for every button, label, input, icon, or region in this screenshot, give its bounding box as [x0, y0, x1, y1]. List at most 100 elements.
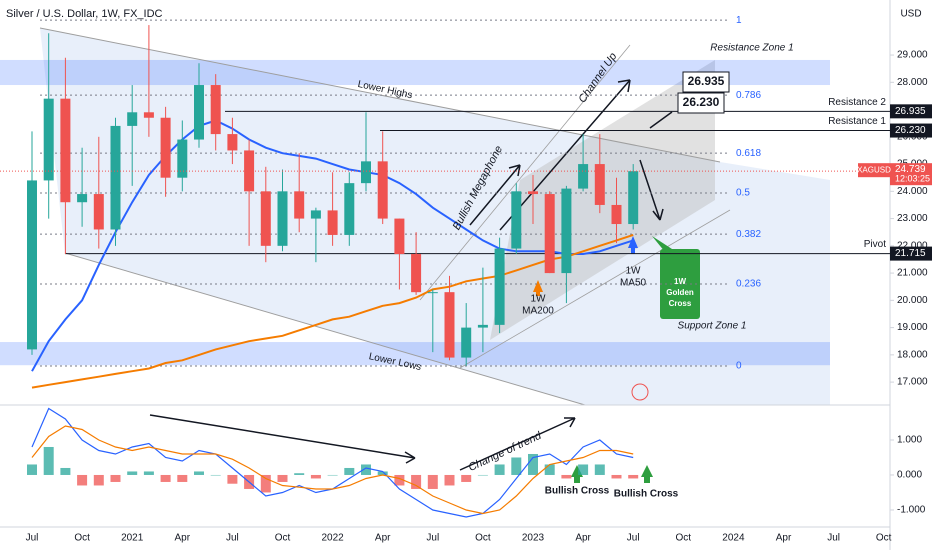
annotation: MA50	[620, 278, 647, 289]
x-tick-label: Oct	[275, 533, 291, 544]
y-tick-label: 23.000	[897, 213, 928, 224]
y-tick-label: 18.000	[897, 349, 928, 360]
candle-body	[77, 194, 88, 203]
level-price-box	[890, 123, 932, 138]
y-tick-label: -1.000	[897, 505, 926, 516]
histogram-bar	[77, 474, 88, 486]
level-price: 26.935	[895, 106, 926, 117]
candle-body	[477, 324, 488, 328]
candle-body	[260, 191, 271, 246]
histogram-bar	[277, 474, 288, 482]
golden-cross-pointer	[652, 236, 672, 252]
histogram-bar	[294, 473, 305, 475]
y-tick-label: 19.000	[897, 322, 928, 333]
x-tick-label: Oct	[676, 533, 692, 544]
annotation: Bullish Cross	[545, 486, 610, 497]
zone-label: Resistance Zone 1	[710, 43, 793, 54]
x-tick-label: Oct	[74, 533, 90, 544]
histogram-bar	[494, 464, 505, 475]
x-tick-label: Oct	[876, 533, 892, 544]
histogram-bar	[27, 464, 37, 475]
moving-average	[31, 233, 634, 389]
histogram-bar	[511, 457, 522, 475]
candle-body	[344, 183, 355, 235]
fib-label: 0.236	[736, 279, 761, 290]
level-price: 26.230	[895, 125, 926, 136]
candle-body	[377, 161, 388, 219]
level-price-box	[890, 246, 932, 261]
ma50-arrow	[628, 236, 638, 254]
x-tick-label: Apr	[175, 533, 191, 544]
arrows	[149, 79, 673, 471]
histogram-bar	[344, 467, 355, 475]
histogram-bar	[310, 474, 321, 479]
countdown: 12:03:25	[895, 174, 930, 184]
histogram-bar	[361, 464, 371, 475]
callout-box	[682, 71, 730, 93]
x-tick-label: Jul	[627, 533, 640, 544]
x-tick-label: Jul	[226, 533, 239, 544]
callout-label: 26.935	[688, 74, 725, 88]
candle-body	[361, 161, 371, 184]
bullish-cross-arrow	[571, 465, 583, 483]
histogram-bar	[194, 471, 204, 475]
candle-body	[444, 292, 455, 358]
histogram-bar	[260, 474, 271, 493]
annotation: 1W	[626, 266, 642, 277]
candle-body	[277, 191, 288, 246]
histogram-bar	[578, 464, 589, 475]
candle-body	[210, 85, 221, 135]
x-tick-label: Oct	[475, 533, 491, 544]
level-price-box	[890, 104, 932, 119]
histogram-bar	[110, 474, 121, 482]
candle-body	[411, 254, 422, 293]
zone-label: Support Zone 1	[678, 321, 747, 332]
histogram-bar	[43, 446, 54, 475]
x-tick-label: Jul	[827, 533, 840, 544]
candle-body	[127, 112, 138, 126]
candle-body	[628, 171, 639, 225]
y-tick-label: 28.000	[897, 77, 928, 88]
histogram-bar	[594, 464, 605, 475]
level-name: Pivot	[864, 239, 886, 250]
y-tick-label: 22.000	[897, 240, 928, 251]
fib-label: 0	[736, 361, 742, 372]
x-tick-label: Apr	[776, 533, 792, 544]
annotation: 1W	[674, 277, 686, 286]
candle-body	[194, 85, 204, 140]
histogram-bar	[477, 474, 488, 476]
candle-body	[578, 164, 589, 189]
candle-body	[394, 218, 405, 255]
moving-average	[31, 119, 634, 372]
candle-body	[143, 112, 154, 118]
last-price-box	[890, 163, 932, 186]
histogram-bar	[628, 474, 639, 479]
x-tick-label: Apr	[375, 533, 391, 544]
candle-body	[177, 139, 188, 178]
histogram-bar	[444, 474, 455, 486]
currency: USD	[900, 9, 921, 20]
chart-title: Silver / U.S. Dollar, 1W, FX_IDC	[6, 8, 163, 20]
symbol-box	[858, 163, 890, 178]
histogram-bar	[93, 474, 104, 486]
histogram-bar	[561, 474, 572, 479]
annotation: Golden	[666, 288, 694, 297]
last-price: 24.739	[895, 164, 926, 175]
y-tick-label: 0.000	[897, 470, 922, 481]
bullish-cross-arrow	[641, 465, 653, 483]
histogram-bar	[143, 471, 154, 475]
annotation: 1W	[531, 294, 547, 305]
candle-body	[60, 98, 71, 203]
fib-label: 0.618	[736, 148, 761, 159]
callout-label: 26.230	[683, 95, 720, 109]
annotation: Cross	[669, 299, 692, 308]
histogram-bar	[160, 474, 171, 482]
histogram-bar	[461, 474, 472, 482]
histogram-bar	[327, 474, 338, 476]
candle-body	[494, 248, 505, 325]
x-tick-label: 2022	[321, 533, 344, 544]
candle-body	[294, 191, 305, 219]
candle-body	[43, 98, 54, 181]
x-tick-label: 2024	[722, 533, 745, 544]
megaphone-line	[419, 44, 631, 301]
